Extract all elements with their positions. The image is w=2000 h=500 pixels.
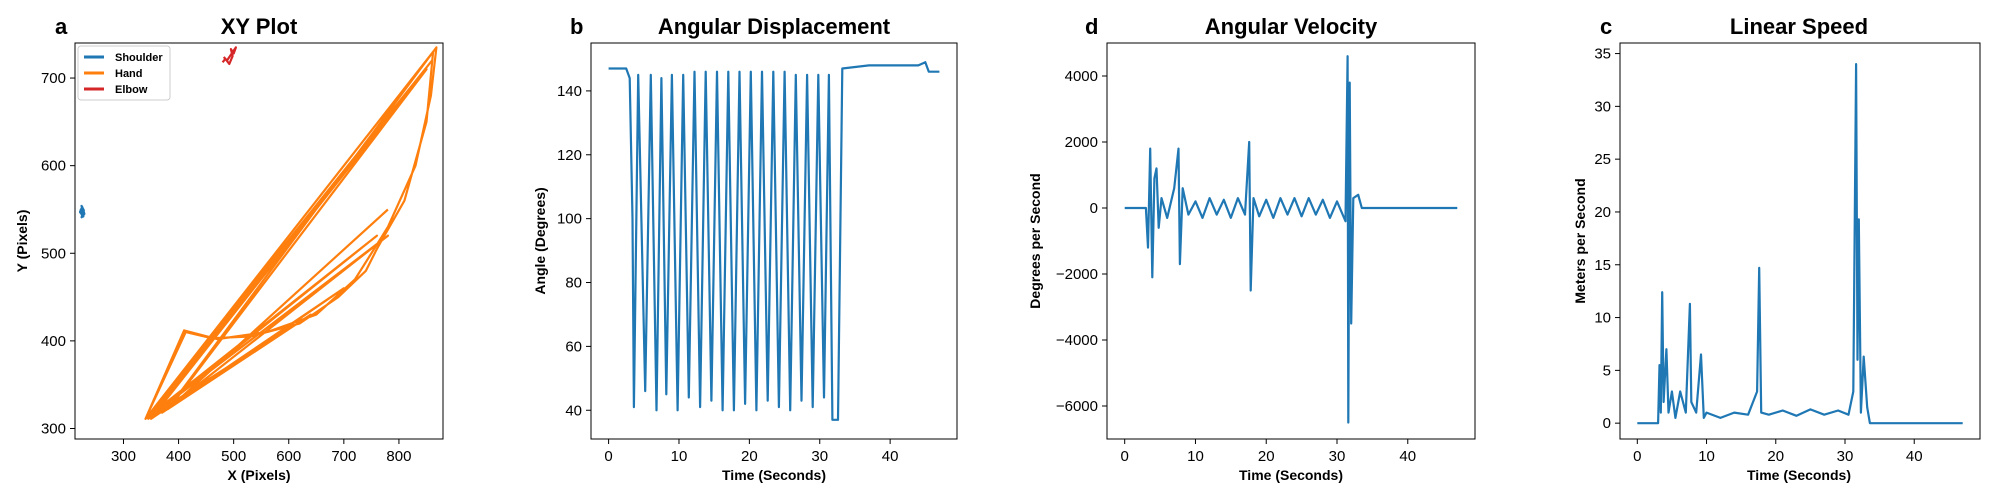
x-tick-label: 10 bbox=[671, 448, 688, 465]
angular-displacement-y-ticks: 40 60 80 100 120 140 bbox=[557, 83, 591, 419]
y-tick-label: −4000 bbox=[1056, 332, 1098, 349]
linear-speed-y-ticks: 0 5 10 15 20 25 30 35 bbox=[1594, 46, 1620, 432]
angular-displacement-plot-area bbox=[590, 42, 958, 440]
panel-angular-displacement: b Angular Displacement 0 10 20 30 40 40 60 80 1… bbox=[532, 14, 958, 483]
y-tick-label: 600 bbox=[41, 158, 66, 175]
xy-y-ticks: 300 400 500 600 700 bbox=[41, 70, 75, 437]
angular-velocity-plot-area bbox=[1106, 42, 1476, 440]
x-tick-label: 300 bbox=[111, 448, 136, 465]
series-line-elbow bbox=[221, 46, 237, 66]
angular-velocity-title: Angular Velocity bbox=[1205, 14, 1378, 39]
y-tick-label: 120 bbox=[557, 147, 582, 164]
y-tick-label: −2000 bbox=[1056, 266, 1098, 283]
angular-displacement-data bbox=[608, 61, 940, 421]
x-tick-label: 40 bbox=[882, 448, 899, 465]
legend-box bbox=[77, 45, 171, 101]
y-tick-label: 4000 bbox=[1065, 68, 1098, 85]
angular-displacement-title: Angular Displacement bbox=[658, 14, 891, 39]
y-tick-label: 0 bbox=[1603, 415, 1611, 432]
x-tick-label: 400 bbox=[166, 448, 191, 465]
x-tick-label: 30 bbox=[1329, 448, 1346, 465]
y-tick-label: 30 bbox=[1594, 98, 1611, 115]
series-line-shoulder bbox=[78, 204, 86, 219]
y-tick-label: −6000 bbox=[1056, 398, 1098, 415]
y-tick-label: 10 bbox=[1594, 310, 1611, 327]
xy-y-axis-label: Y (Pixels) bbox=[14, 210, 30, 273]
panel-linear-speed: c Linear Speed 0 10 20 30 40 05101520253035 … bbox=[1572, 14, 1981, 483]
y-tick-label: 500 bbox=[41, 245, 66, 262]
x-tick-label: 20 bbox=[1767, 448, 1784, 465]
y-tick-label: 25 bbox=[1594, 151, 1611, 168]
y-tick-label: 100 bbox=[557, 211, 582, 228]
x-tick-label: 500 bbox=[221, 448, 246, 465]
linear-speed-title: Linear Speed bbox=[1730, 14, 1868, 39]
x-tick-label: 800 bbox=[386, 448, 411, 465]
y-tick-label: 5 bbox=[1603, 362, 1611, 379]
panel-letter-d: d bbox=[1085, 14, 1098, 39]
linear-speed-x-axis-label: Time (Seconds) bbox=[1747, 467, 1851, 483]
x-tick-label: 0 bbox=[1633, 448, 1641, 465]
y-tick-label: 700 bbox=[41, 70, 66, 87]
x-tick-label: 20 bbox=[741, 448, 758, 465]
linear-speed-y-axis-label: Meters per Second bbox=[1572, 178, 1588, 303]
legend-label-hand: Hand bbox=[115, 68, 143, 80]
angular-velocity-x-ticks: 0 10 20 30 40 bbox=[1121, 439, 1416, 465]
series-line-hand bbox=[144, 46, 438, 420]
x-tick-label: 10 bbox=[1187, 448, 1204, 465]
xy-x-axis-label: X (Pixels) bbox=[227, 467, 290, 483]
y-tick-label: 300 bbox=[41, 420, 66, 437]
x-tick-label: 700 bbox=[331, 448, 356, 465]
linear-speed-plot-area bbox=[1619, 42, 1981, 440]
series-line-series-0 bbox=[1637, 62, 1963, 425]
series-line-series-0 bbox=[608, 61, 940, 421]
y-tick-label: 2000 bbox=[1065, 134, 1098, 151]
xy-x-ticks: 300 400 500 600 700 800 bbox=[111, 439, 411, 465]
x-tick-label: 10 bbox=[1698, 448, 1715, 465]
panel-letter-a: a bbox=[55, 14, 68, 39]
y-tick-label: 400 bbox=[41, 333, 66, 350]
x-tick-label: 30 bbox=[1837, 448, 1854, 465]
angular-velocity-x-axis-label: Time (Seconds) bbox=[1239, 467, 1343, 483]
angular-displacement-x-axis-label: Time (Seconds) bbox=[722, 467, 826, 483]
xy-plot-area bbox=[74, 42, 444, 440]
linear-speed-x-ticks: 0 10 20 30 40 bbox=[1633, 439, 1923, 465]
legend-label-elbow: Elbow bbox=[115, 84, 148, 96]
series-line-series-0 bbox=[1124, 55, 1458, 424]
xy-plot-data bbox=[78, 46, 438, 420]
linear-speed-data bbox=[1637, 62, 1963, 425]
x-tick-label: 30 bbox=[811, 448, 828, 465]
angular-velocity-data bbox=[1124, 55, 1458, 424]
x-tick-label: 600 bbox=[276, 448, 301, 465]
panel-letter-b: b bbox=[570, 14, 583, 39]
y-tick-label: 60 bbox=[565, 338, 582, 355]
y-tick-label: 35 bbox=[1594, 46, 1611, 63]
angular-displacement-x-ticks: 0 10 20 30 40 bbox=[604, 439, 898, 465]
y-tick-label: 80 bbox=[565, 275, 582, 292]
x-tick-label: 40 bbox=[1399, 448, 1416, 465]
x-tick-label: 0 bbox=[604, 448, 612, 465]
panel-xy-plot: a XY Plot 300 400 500 600 700 800 300 400 500 60… bbox=[14, 14, 444, 483]
angular-displacement-y-axis-label: Angle (Degrees) bbox=[532, 187, 548, 294]
angular-velocity-y-axis-label: Degrees per Second bbox=[1027, 173, 1043, 308]
x-tick-label: 20 bbox=[1258, 448, 1275, 465]
y-tick-label: 140 bbox=[557, 83, 582, 100]
x-tick-label: 40 bbox=[1906, 448, 1923, 465]
y-tick-label: 40 bbox=[565, 402, 582, 419]
y-tick-label: 0 bbox=[1090, 200, 1098, 217]
xy-plot-title: XY Plot bbox=[221, 14, 298, 39]
x-tick-label: 0 bbox=[1121, 448, 1129, 465]
legend-label-shoulder: Shoulder bbox=[115, 52, 163, 64]
panel-angular-velocity: d Angular Velocity 0 10 20 30 40 −6000−4000−… bbox=[1027, 14, 1476, 483]
angular-velocity-y-ticks: −6000 −4000 −2000 0 2000 4000 bbox=[1056, 68, 1107, 415]
xy-legend: Shoulder Hand Elbow bbox=[77, 45, 171, 101]
panel-letter-c: c bbox=[1600, 14, 1612, 39]
y-tick-label: 15 bbox=[1594, 257, 1611, 274]
y-tick-label: 20 bbox=[1594, 204, 1611, 221]
